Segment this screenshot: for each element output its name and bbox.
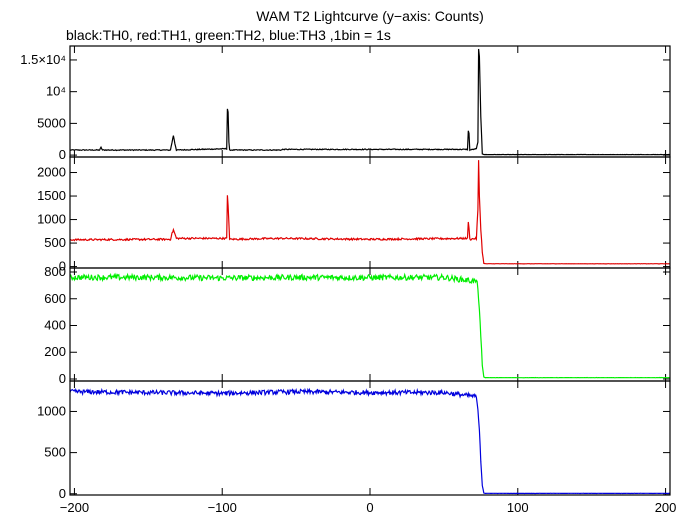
y-tick-label: 500 <box>44 235 66 250</box>
y-tick-label: 600 <box>44 291 66 306</box>
x-tick-label: −200 <box>60 500 89 515</box>
y-tick-label: 500 <box>44 445 66 460</box>
panel-frame-th0 <box>69 45 671 158</box>
x-tick-label: 100 <box>507 500 529 515</box>
panel-frame-th1 <box>69 156 671 269</box>
y-tick-label: 1000 <box>37 403 66 418</box>
y-tick-label: 0 <box>59 259 66 274</box>
series-th0 <box>69 48 671 156</box>
y-tick-label: 800 <box>44 264 66 279</box>
y-tick-label: 0 <box>59 486 66 501</box>
chart-subtitle: black:TH0, red:TH1, green:TH2, blue:TH3 … <box>66 27 391 43</box>
y-tick-label: 1000 <box>37 212 66 227</box>
y-tick-label: 200 <box>44 344 66 359</box>
chart-title: WAM T2 Lightcurve (y−axis: Counts) <box>256 8 484 24</box>
x-tick-label: 0 <box>366 500 373 515</box>
x-tick-label: −100 <box>208 500 237 515</box>
series-th3 <box>69 387 671 495</box>
panel-frame-th2 <box>69 267 671 382</box>
y-tick-label: 1.5×10⁴ <box>20 52 66 67</box>
y-tick-label: 2000 <box>37 165 66 180</box>
x-tick-label: 200 <box>655 500 677 515</box>
y-tick-label: 10⁴ <box>46 84 66 99</box>
y-tick-label: 400 <box>44 318 66 333</box>
y-tick-label: 5000 <box>37 115 66 130</box>
series-th2 <box>69 272 671 379</box>
series-th1 <box>69 160 671 265</box>
panel-frame-th3 <box>69 380 671 496</box>
y-tick-label: 1500 <box>37 188 66 203</box>
y-tick-label: 0 <box>59 147 66 162</box>
y-tick-label: 0 <box>59 371 66 386</box>
